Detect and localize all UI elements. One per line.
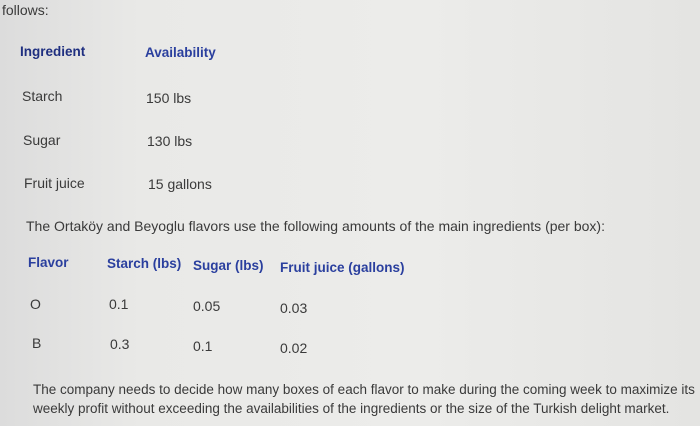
cell: Fruit juice xyxy=(24,175,85,191)
cell: 0.03 xyxy=(280,300,308,316)
cell: 130 lbs xyxy=(147,133,193,149)
usage-intro: The Ortaköy and Beyoglu flavors use the … xyxy=(26,218,605,234)
intro-text: follows: xyxy=(2,2,49,18)
header-availability: Availability xyxy=(145,45,216,60)
cell: Starch xyxy=(22,88,63,104)
cell: B xyxy=(32,335,42,351)
cell: 0.02 xyxy=(280,340,308,356)
header-ingredient: Ingredient xyxy=(20,44,86,59)
cell: O xyxy=(30,296,41,312)
header-starch: Starch (lbs) xyxy=(107,256,182,271)
cell: 0.1 xyxy=(109,296,129,312)
cell: 0.05 xyxy=(193,298,221,314)
cell: Sugar xyxy=(23,132,61,148)
conclusion-line-1: The company needs to decide how many box… xyxy=(33,382,695,397)
cell: 0.1 xyxy=(193,338,213,354)
cell: 0.3 xyxy=(110,336,130,352)
cell: 150 lbs xyxy=(146,90,192,106)
cell: 15 gallons xyxy=(148,176,212,192)
conclusion-line-2: weekly profit without exceeding the avai… xyxy=(33,401,670,416)
header-fruit-juice: Fruit juice (gallons) xyxy=(280,260,405,275)
header-sugar: Sugar (lbs) xyxy=(193,258,264,273)
header-flavor: Flavor xyxy=(28,255,69,270)
